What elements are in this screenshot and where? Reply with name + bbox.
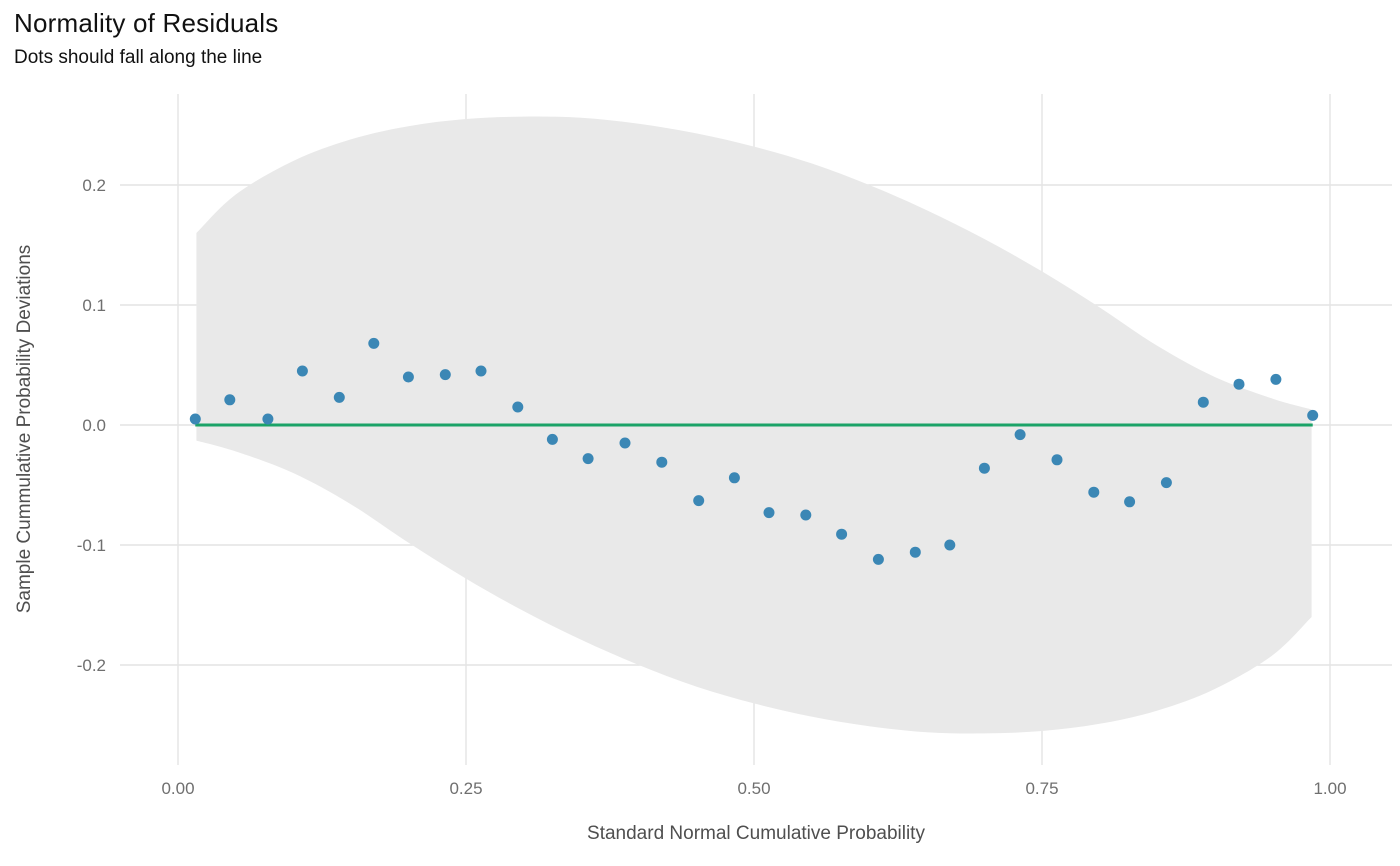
data-point (582, 453, 594, 465)
data-point (439, 369, 451, 381)
data-point (262, 413, 274, 425)
data-point (224, 394, 236, 406)
data-point (944, 539, 956, 551)
data-point (475, 365, 487, 377)
data-point (512, 401, 524, 413)
data-point (1088, 486, 1100, 498)
data-point (656, 456, 668, 468)
x-tick-label: 0.75 (1025, 779, 1058, 798)
y-tick-label: -0.2 (77, 656, 106, 675)
data-point (546, 433, 558, 445)
data-point (368, 337, 380, 349)
data-point (836, 528, 848, 540)
chart-subtitle: Dots should fall along the line (14, 47, 263, 68)
data-point (189, 413, 201, 425)
y-tick-label: -0.1 (77, 536, 106, 555)
data-point (1051, 454, 1063, 466)
chart-title: Normality of Residuals (14, 8, 279, 38)
y-tick-label: 0.0 (82, 416, 106, 435)
x-tick-label: 0.50 (737, 779, 770, 798)
data-point (763, 507, 775, 519)
data-point (619, 437, 631, 449)
data-point (693, 495, 705, 507)
data-point (1014, 429, 1026, 441)
y-axis-title: Sample Cummulative Probability Deviation… (14, 245, 35, 614)
data-point (333, 391, 345, 403)
data-point (800, 509, 812, 521)
y-tick-label: 0.1 (82, 296, 106, 315)
data-point (1270, 373, 1282, 385)
data-point (872, 553, 884, 565)
data-point (1307, 409, 1319, 421)
data-point (1124, 496, 1136, 508)
x-tick-label: 0.00 (161, 779, 194, 798)
x-tick-label: 0.25 (449, 779, 482, 798)
data-point (296, 365, 308, 377)
x-tick-label: 1.00 (1313, 779, 1346, 798)
data-point (402, 371, 414, 383)
data-point (728, 472, 740, 484)
data-point (909, 546, 921, 558)
data-point (1197, 396, 1209, 408)
x-axis-tick-labels: 0.00 0.25 0.50 0.75 1.00 (161, 779, 1346, 798)
x-axis-title: Standard Normal Cumulative Probability (587, 823, 925, 844)
data-point (978, 462, 990, 474)
data-point (1160, 477, 1172, 489)
y-axis-tick-labels: -0.2 -0.1 0.0 0.1 0.2 (77, 176, 106, 675)
scatter-plot: 0.00 0.25 0.50 0.75 1.00 -0.2 -0.1 0.0 0.1 0.2 S… (14, 94, 1392, 844)
data-points (189, 337, 1319, 565)
y-tick-label: 0.2 (82, 176, 106, 195)
data-point (1233, 378, 1245, 390)
